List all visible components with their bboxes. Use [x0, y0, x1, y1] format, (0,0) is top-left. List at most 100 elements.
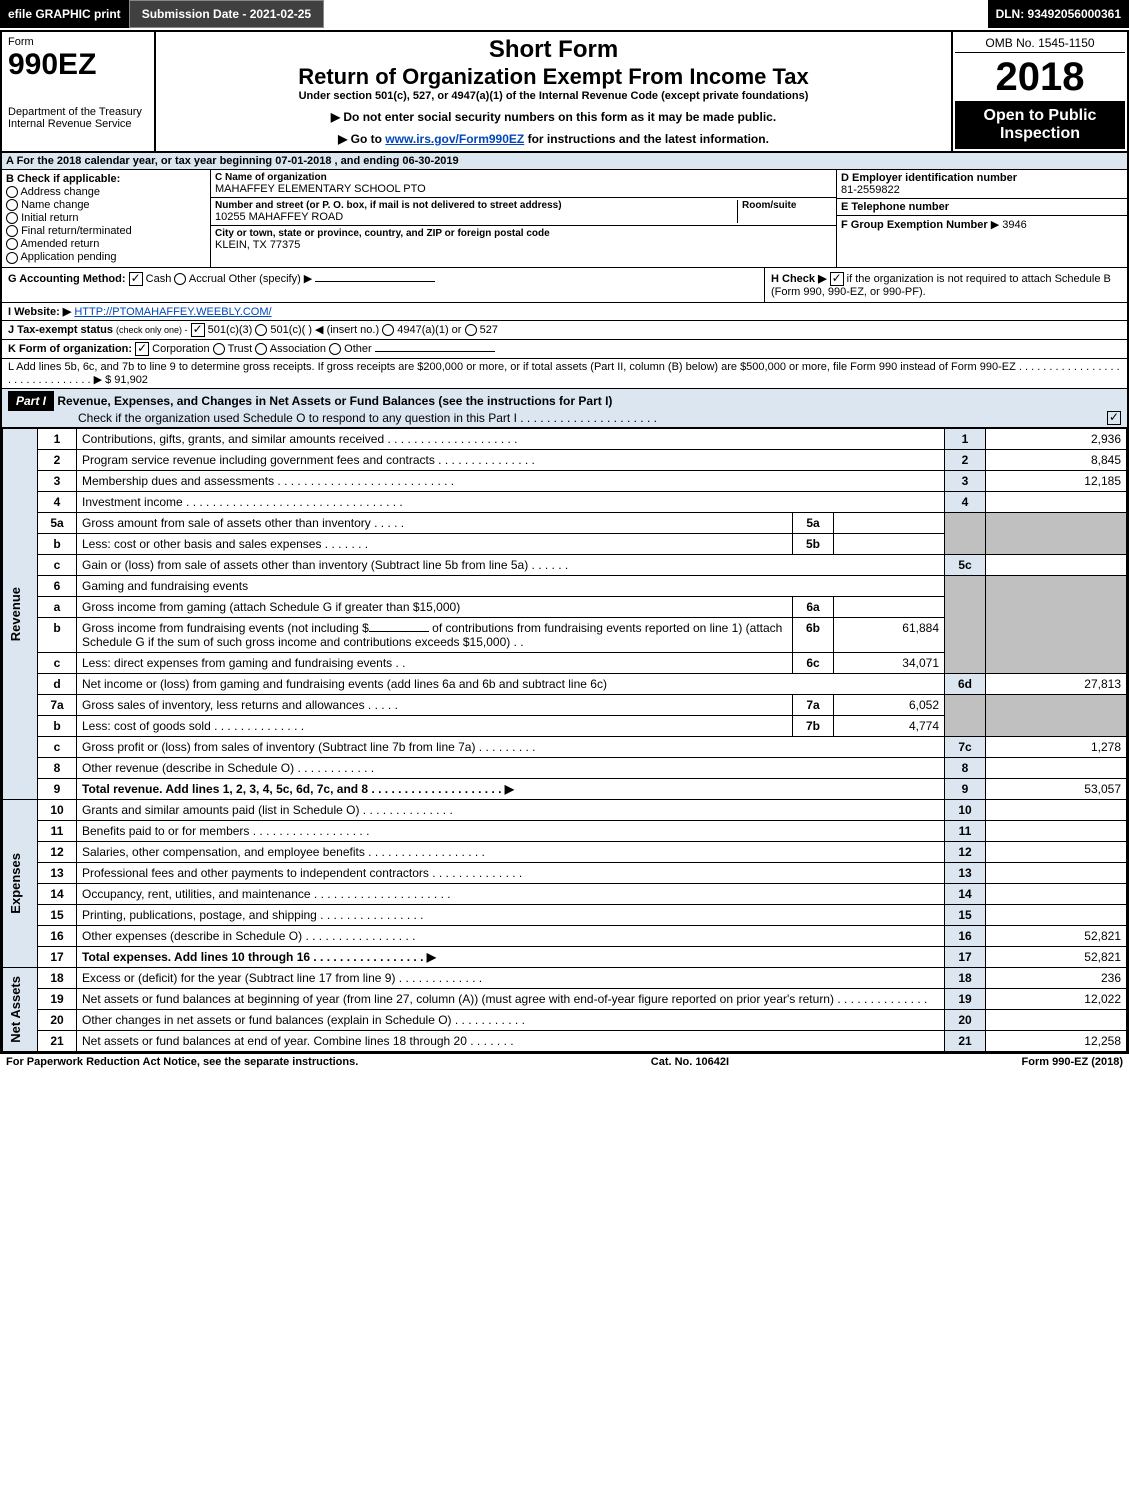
h-checkbox[interactable] — [830, 272, 844, 286]
taxyear-end: 06-30-2019 — [402, 155, 458, 167]
line3-val: 12,185 — [986, 470, 1127, 491]
omb-number: OMB No. 1545-1150 — [955, 34, 1125, 53]
form-title: Return of Organization Exempt From Incom… — [160, 64, 947, 90]
tax-year-line: A For the 2018 calendar year, or tax yea… — [2, 153, 1127, 170]
line6d-desc: Net income or (loss) from gaming and fun… — [77, 673, 945, 694]
line7c-val: 1,278 — [986, 736, 1127, 757]
4947-radio[interactable] — [382, 324, 394, 336]
line1-desc: Contributions, gifts, grants, and simila… — [77, 428, 945, 449]
submission-date: Submission Date - 2021-02-25 — [129, 0, 324, 28]
taxyear-pre: A For the 2018 calendar year, or tax yea… — [6, 155, 275, 167]
website-label: I Website: ▶ — [8, 306, 71, 318]
line11-val — [986, 820, 1127, 841]
line16-val: 52,821 — [986, 925, 1127, 946]
schedule-table: Revenue 1Contributions, gifts, grants, a… — [2, 428, 1127, 1052]
goto-link[interactable]: www.irs.gov/Form990EZ — [385, 132, 524, 146]
h-label: H Check ▶ — [771, 273, 827, 285]
group-exemption-label: F Group Exemption Number — [841, 219, 988, 231]
trust-radio[interactable] — [213, 343, 225, 355]
part1-title: Revenue, Expenses, and Changes in Net As… — [57, 394, 612, 408]
line8-desc: Other revenue (describe in Schedule O) .… — [77, 757, 945, 778]
501c-radio[interactable] — [255, 324, 267, 336]
dln: DLN: 93492056000361 — [988, 0, 1129, 28]
amended-return-label: Amended return — [20, 238, 99, 250]
org-name-label: C Name of organization — [215, 172, 832, 183]
room-label: Room/suite — [742, 200, 832, 211]
part1-check: Check if the organization used Schedule … — [8, 411, 657, 425]
assoc-radio[interactable] — [255, 343, 267, 355]
527-label: 527 — [480, 324, 498, 336]
501c-label: 501(c)( ) — [270, 324, 312, 336]
street: 10255 MAHAFFEY ROAD — [215, 211, 737, 223]
line2-desc: Program service revenue including govern… — [77, 449, 945, 470]
line6-desc: Gaming and fundraising events — [77, 575, 945, 596]
line20-val — [986, 1009, 1127, 1030]
line14-val — [986, 883, 1127, 904]
line6d-val: 27,813 — [986, 673, 1127, 694]
part1-checkbox[interactable] — [1107, 411, 1121, 425]
line17-desc: Total expenses. Add lines 10 through 16 … — [77, 946, 945, 967]
line18-val: 236 — [986, 967, 1127, 988]
line7a-ival: 6,052 — [834, 694, 945, 715]
topbar: efile GRAPHIC print Submission Date - 20… — [0, 0, 1129, 28]
amended-return-radio[interactable] — [6, 238, 18, 250]
part1-badge: Part I — [8, 391, 54, 411]
initial-return-label: Initial return — [21, 212, 78, 224]
netassets-label: Net Assets — [8, 976, 23, 1043]
tax-exempt-row: J Tax-exempt status (check only one) - 5… — [2, 321, 1127, 340]
other-radio[interactable] — [329, 343, 341, 355]
city-label: City or town, state or province, country… — [215, 228, 832, 239]
line1-val: 2,936 — [986, 428, 1127, 449]
footer-right: Form 990-EZ (2018) — [1022, 1056, 1123, 1068]
l-amount: 91,902 — [114, 374, 148, 386]
footer: For Paperwork Reduction Act Notice, see … — [0, 1054, 1129, 1070]
line7a-desc: Gross sales of inventory, less returns a… — [77, 694, 793, 715]
efile-button[interactable]: efile GRAPHIC print — [0, 0, 129, 28]
line13-val — [986, 862, 1127, 883]
phone-label: E Telephone number — [841, 201, 1123, 213]
website-link[interactable]: HTTP://PTOMAHAFFEY.WEEBLY.COM/ — [74, 306, 271, 318]
line10-val — [986, 799, 1127, 820]
application-pending-radio[interactable] — [6, 252, 18, 264]
info-grid: B Check if applicable: Address change Na… — [2, 170, 1127, 268]
accrual-label: Accrual — [189, 273, 226, 285]
line21-desc: Net assets or fund balances at end of ye… — [77, 1030, 945, 1051]
address-change-radio[interactable] — [6, 186, 18, 198]
line3-desc: Membership dues and assessments . . . . … — [77, 470, 945, 491]
name-change-radio[interactable] — [6, 199, 18, 211]
section-b-label: B Check if applicable: — [6, 173, 206, 185]
line6c-ival: 34,071 — [834, 652, 945, 673]
501c3-checkbox[interactable] — [191, 323, 205, 337]
accrual-radio[interactable] — [174, 273, 186, 285]
cash-checkbox[interactable] — [129, 272, 143, 286]
street-label: Number and street (or P. O. box, if mail… — [215, 200, 737, 211]
assoc-label: Association — [270, 343, 326, 355]
line6a-desc: Gross income from gaming (attach Schedul… — [77, 596, 793, 617]
meta-g-h: G Accounting Method: Cash Accrual Other … — [2, 268, 1127, 303]
revenue-label: Revenue — [8, 587, 23, 641]
section-b: B Check if applicable: Address change Na… — [2, 170, 211, 267]
taxyear-begin: 07-01-2018 — [275, 155, 331, 167]
initial-return-radio[interactable] — [6, 212, 18, 224]
insert-no: ◀ (insert no.) — [315, 324, 379, 336]
j-label: J Tax-exempt status — [8, 324, 113, 336]
line15-desc: Printing, publications, postage, and shi… — [77, 904, 945, 925]
name-change-label: Name change — [21, 199, 90, 211]
line13-desc: Professional fees and other payments to … — [77, 862, 945, 883]
goto-post: for instructions and the latest informat… — [524, 132, 769, 146]
corp-checkbox[interactable] — [135, 342, 149, 356]
taxyear-mid: , and ending — [335, 155, 403, 167]
line7c-desc: Gross profit or (loss) from sales of inv… — [77, 736, 945, 757]
line6c-desc: Less: direct expenses from gaming and fu… — [77, 652, 793, 673]
527-radio[interactable] — [465, 324, 477, 336]
line15-val — [986, 904, 1127, 925]
line5b-desc: Less: cost or other basis and sales expe… — [77, 533, 793, 554]
j-note: (check only one) - — [116, 325, 188, 335]
footer-left: For Paperwork Reduction Act Notice, see … — [6, 1056, 358, 1068]
no-ssn-note: Do not enter social security numbers on … — [160, 110, 947, 124]
application-pending-label: Application pending — [20, 251, 116, 263]
line14-desc: Occupancy, rent, utilities, and maintena… — [77, 883, 945, 904]
final-return-radio[interactable] — [6, 225, 18, 237]
website-row: I Website: ▶ HTTP://PTOMAHAFFEY.WEEBLY.C… — [2, 303, 1127, 321]
line4-desc: Investment income . . . . . . . . . . . … — [77, 491, 945, 512]
